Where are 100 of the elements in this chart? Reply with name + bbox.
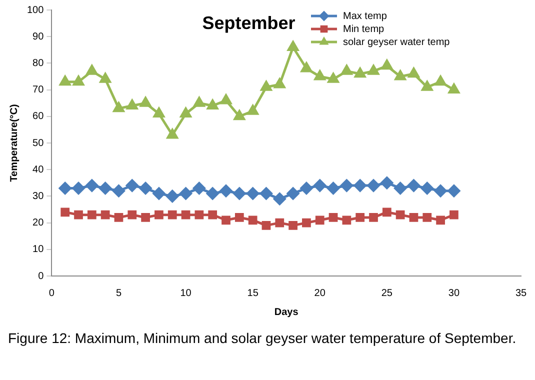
point xyxy=(112,184,125,198)
point xyxy=(420,182,434,194)
point xyxy=(246,187,260,200)
point xyxy=(328,72,339,83)
point xyxy=(368,64,380,75)
point xyxy=(274,78,286,88)
point xyxy=(315,216,324,225)
point xyxy=(408,68,420,78)
point xyxy=(356,213,365,222)
point xyxy=(72,182,85,194)
point xyxy=(380,176,394,190)
point xyxy=(248,216,258,225)
point xyxy=(114,213,124,222)
point xyxy=(72,76,84,86)
point xyxy=(87,210,96,220)
point xyxy=(139,182,152,194)
point xyxy=(369,213,378,222)
point xyxy=(141,213,150,222)
legend-label: solar geyser water temp xyxy=(343,36,450,48)
point xyxy=(207,100,218,110)
x-tick-label: 20 xyxy=(314,288,326,299)
point xyxy=(394,182,407,194)
chart-title: September xyxy=(202,12,296,33)
point xyxy=(208,210,218,220)
y-tick-label: 90 xyxy=(32,31,44,42)
point xyxy=(100,72,111,83)
point xyxy=(394,70,406,80)
point xyxy=(288,221,298,230)
point xyxy=(327,182,340,194)
point xyxy=(340,179,353,192)
point xyxy=(154,210,164,220)
point xyxy=(60,76,71,86)
x-axis-title: Days xyxy=(274,306,299,318)
point xyxy=(206,187,219,200)
point xyxy=(448,84,460,94)
point xyxy=(168,210,177,220)
point xyxy=(300,182,313,194)
y-tick-label: 0 xyxy=(38,270,44,282)
point xyxy=(354,68,366,78)
point xyxy=(220,184,232,198)
x-tick-label: 15 xyxy=(247,288,259,299)
point xyxy=(260,80,272,91)
x-tick-label: 35 xyxy=(515,288,527,299)
point xyxy=(328,213,338,222)
x-tick-label: 10 xyxy=(180,288,192,299)
y-tick-label: 60 xyxy=(32,111,44,122)
point xyxy=(100,210,110,220)
point xyxy=(152,187,166,200)
point xyxy=(273,192,286,206)
point xyxy=(180,107,192,118)
point xyxy=(314,179,326,192)
point xyxy=(422,213,432,222)
y-tick-label: 100 xyxy=(26,4,44,16)
y-tick-label: 70 xyxy=(32,84,44,96)
point xyxy=(354,179,366,192)
point xyxy=(448,184,460,198)
point xyxy=(342,216,352,225)
point xyxy=(113,102,124,112)
point xyxy=(286,187,300,200)
point xyxy=(153,107,165,118)
point xyxy=(247,104,258,115)
point xyxy=(166,128,178,139)
point xyxy=(407,179,420,192)
point xyxy=(192,182,206,194)
x-tick-label: 25 xyxy=(381,288,393,299)
point xyxy=(126,179,138,192)
x-tick-label: 5 xyxy=(116,288,122,299)
point xyxy=(60,208,70,217)
point xyxy=(302,218,311,228)
x-tick-label: 30 xyxy=(448,288,460,299)
point xyxy=(128,210,137,220)
point xyxy=(396,210,405,220)
y-axis-title: Temperature(°C) xyxy=(8,104,20,182)
point xyxy=(381,60,392,70)
point xyxy=(233,187,246,200)
point xyxy=(367,179,380,192)
point xyxy=(220,94,232,104)
point xyxy=(181,210,190,220)
point xyxy=(234,213,244,222)
point xyxy=(422,80,433,91)
y-tick-label: 80 xyxy=(32,58,44,69)
point xyxy=(126,100,138,110)
point xyxy=(287,40,299,51)
y-tick-label: 50 xyxy=(32,138,44,149)
caption: Figure 12: Maximum, Minimum and solar geyser water temperature of September. xyxy=(8,330,518,347)
point xyxy=(300,62,312,72)
point xyxy=(222,216,230,225)
point xyxy=(314,70,326,80)
point xyxy=(194,96,205,107)
point xyxy=(58,182,72,194)
y-tick-label: 20 xyxy=(32,218,44,229)
point xyxy=(262,221,271,230)
point xyxy=(434,76,446,86)
point xyxy=(436,216,445,225)
x-tick-label: 0 xyxy=(48,288,55,299)
point xyxy=(166,190,179,202)
y-tick-label: 40 xyxy=(32,164,44,176)
point xyxy=(450,210,458,220)
point xyxy=(409,213,418,222)
point xyxy=(180,187,192,200)
